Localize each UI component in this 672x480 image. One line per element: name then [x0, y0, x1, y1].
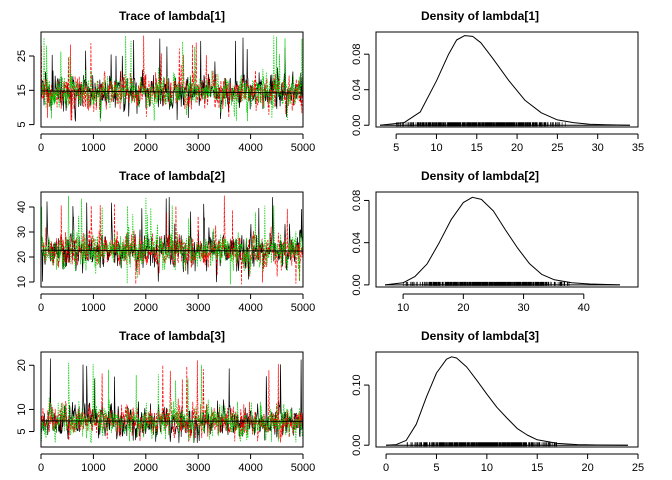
trace-lambda-1-y-tick-label: 25	[16, 50, 28, 62]
trace-lambda-1-x-axis: 0 1000 2000 3000 4000 5000	[38, 133, 315, 154]
density-lambda-3-x-tick-label: 5	[433, 462, 439, 474]
trace-lambda-1-y-axis: 5 15 25	[16, 50, 35, 128]
density-lambda-1-x-tick-label: 20	[511, 142, 523, 154]
density-lambda-2-y-axis: 0.00 0.04 0.08	[351, 190, 370, 296]
density-lambda-2-frame	[375, 191, 639, 288]
density-lambda-3-density-curve	[386, 356, 628, 446]
trace-lambda-2-y-tick-label: 10	[16, 276, 28, 288]
density-lambda-2-x-tick-label: 30	[517, 302, 529, 314]
density-lambda-1-x-tick-label: 15	[471, 142, 483, 154]
density-lambda-1-panel: Density of lambda[1] 5 10 15 20 25 30 350.000.…	[351, 9, 644, 154]
density-lambda-3-y-tick-label: 0.10	[351, 374, 363, 395]
trace-lambda-1-frame	[40, 31, 304, 128]
trace-lambda-1-x-tick-label: 4000	[238, 142, 262, 154]
density-lambda-3-title: Density of lambda[3]	[421, 329, 539, 343]
trace-lambda-2-x-tick-label: 3000	[186, 302, 210, 314]
density-lambda-1-x-tick-label: 5	[393, 142, 399, 154]
trace-lambda-3-running-mean-line	[40, 420, 304, 422]
trace-lambda-3-x-axis: 0 1000 2000 3000 4000 5000	[38, 453, 315, 474]
trace-lambda-2-y-tick-label: 20	[16, 251, 28, 263]
density-lambda-3-x-tick-label: 25	[632, 462, 644, 474]
trace-lambda-1-x-tick-label: 2000	[134, 142, 158, 154]
density-lambda-3-x-tick-label: 10	[481, 462, 493, 474]
density-lambda-2-panel: Density of lambda[2] 10 20 30 400.000.040.0…	[351, 169, 639, 314]
trace-lambda-1-x-tick-label: 0	[38, 142, 44, 154]
trace-lambda-1-chain-3-line	[40, 35, 304, 122]
density-lambda-2-rug	[403, 281, 570, 286]
trace-lambda-1-y-tick-label: 5	[16, 122, 28, 128]
trace-lambda-2-x-tick-label: 5000	[291, 302, 315, 314]
trace-lambda-3-chain-1-line	[40, 358, 304, 443]
trace-lambda-3-x-tick-label: 3000	[186, 462, 210, 474]
trace-lambda-3-x-tick-label: 4000	[238, 462, 262, 474]
trace-lambda-3-x-tick-label: 0	[38, 462, 44, 474]
density-lambda-1-rug	[396, 122, 566, 127]
trace-lambda-2-frame	[40, 191, 304, 288]
trace-lambda-1-x-tick-label: 5000	[291, 142, 315, 154]
trace-lambda-3-panel: Trace of lambda[3] 0 1000 2000 3000 4000 5000…	[16, 329, 315, 474]
trace-lambda-3-chain-3-line	[40, 362, 304, 443]
trace-lambda-1-x-tick-label: 3000	[186, 142, 210, 154]
trace-lambda-3-y-tick-label: 10	[16, 403, 28, 415]
density-lambda-2-x-tick-label: 40	[578, 302, 590, 314]
trace-lambda-1-running-mean-line	[40, 90, 304, 94]
trace-lambda-3-y-tick-label: 5	[16, 428, 28, 434]
density-lambda-2-y-tick-label: 0.08	[351, 190, 363, 211]
trace-lambda-1-chain-2-line	[40, 35, 304, 121]
density-lambda-3-x-axis: 0 5 10 15 20 25	[383, 453, 644, 474]
density-lambda-1-density-curve	[379, 35, 630, 126]
trace-lambda-2-y-axis: 10 20 30 40	[16, 201, 35, 288]
density-lambda-2-title: Density of lambda[2]	[421, 169, 539, 183]
density-lambda-2-y-tick-label: 0.00	[351, 274, 363, 295]
density-lambda-2-y-tick-label: 0.04	[351, 232, 363, 253]
density-lambda-2-x-tick-label: 20	[457, 302, 469, 314]
trace-lambda-2-running-mean-line	[40, 249, 304, 252]
trace-lambda-3-x-tick-label: 2000	[134, 462, 158, 474]
density-lambda-1-x-tick-label: 35	[632, 142, 644, 154]
trace-lambda-2-panel: Trace of lambda[2] 0 1000 2000 3000 4000 5000…	[16, 169, 315, 314]
trace-lambda-3-title: Trace of lambda[3]	[119, 329, 225, 343]
density-lambda-1-x-tick-label: 30	[592, 142, 604, 154]
density-lambda-3-y-tick-label: 0.00	[351, 434, 363, 455]
trace-lambda-1-y-tick-label: 15	[16, 84, 28, 96]
density-lambda-1-y-axis: 0.00 0.04 0.08	[351, 43, 370, 136]
trace-lambda-2-x-tick-label: 1000	[81, 302, 105, 314]
density-lambda-3-panel: Density of lambda[3] 0 5 10 15 20 25 0.00 0.10	[351, 329, 644, 474]
density-lambda-3-rug	[406, 442, 557, 447]
trace-lambda-3-x-tick-label: 5000	[291, 462, 315, 474]
density-lambda-3-frame	[375, 351, 639, 448]
trace-lambda-2-x-tick-label: 0	[38, 302, 44, 314]
trace-lambda-3-y-tick-label: 20	[16, 359, 28, 371]
trace-lambda-2-x-tick-label: 2000	[134, 302, 158, 314]
trace-lambda-1-x-tick-label: 1000	[81, 142, 105, 154]
trace-lambda-3-x-tick-label: 1000	[81, 462, 105, 474]
density-lambda-1-y-tick-label: 0.04	[351, 79, 363, 100]
density-lambda-3-x-tick-label: 20	[581, 462, 593, 474]
density-lambda-2-x-tick-label: 10	[397, 302, 409, 314]
trace-lambda-2-title: Trace of lambda[2]	[119, 169, 225, 183]
density-lambda-1-frame	[375, 31, 639, 128]
density-lambda-2-x-axis: 10 20 30 40	[397, 293, 590, 314]
trace-lambda-1-panel: Trace of lambda[1] 0 1000 2000 3000 4000 5000…	[16, 9, 315, 154]
trace-lambda-3-y-axis: 5 10 20	[16, 359, 35, 435]
density-lambda-1-y-tick-label: 0.08	[351, 43, 363, 64]
density-lambda-3-y-axis: 0.00 0.10	[351, 374, 370, 456]
trace-lambda-1-title: Trace of lambda[1]	[119, 9, 225, 23]
trace-lambda-3-chain-2-line	[40, 360, 304, 443]
trace-lambda-2-x-tick-label: 4000	[238, 302, 262, 314]
trace-lambda-2-x-axis: 0 1000 2000 3000 4000 5000	[38, 293, 315, 314]
trace-lambda-2-y-tick-label: 30	[16, 226, 28, 238]
density-lambda-1-title: Density of lambda[1]	[421, 9, 539, 23]
density-lambda-3-x-tick-label: 0	[383, 462, 389, 474]
density-lambda-2-density-curve	[384, 196, 620, 286]
density-lambda-1-x-tick-label: 10	[430, 142, 442, 154]
density-lambda-3-x-tick-label: 15	[531, 462, 543, 474]
trace-lambda-2-y-tick-label: 40	[16, 201, 28, 213]
trace-lambda-3-frame	[40, 351, 304, 448]
density-lambda-1-y-tick-label: 0.00	[351, 115, 363, 136]
density-lambda-1-x-tick-label: 25	[551, 142, 563, 154]
density-lambda-1-x-axis: 5 10 15 20 25 30 35	[393, 133, 644, 154]
trace-lambda-2-chain-3-line	[40, 195, 304, 285]
